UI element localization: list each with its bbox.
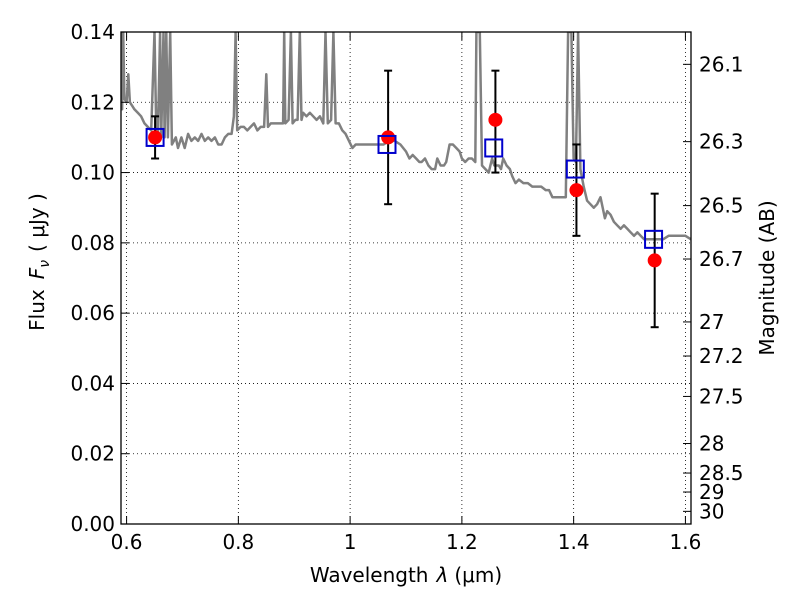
observed-point [569,183,584,198]
y-tick-label: 0.06 [70,301,115,325]
model-point [484,138,504,158]
y2-axis-label: Magnitude (AB) [755,200,779,355]
x-axis-label: Wavelength λ (μm) [310,563,502,587]
model-point [644,229,664,249]
y-axis-label-subscript: ν [37,260,53,268]
error-bars [151,69,659,329]
y-axis-label-unit: ( μJy ) [25,193,49,252]
x-tick-label: 0.6 [111,530,143,554]
y2-tick-label: 30 [699,499,724,523]
observed-points [148,112,662,268]
model-point [377,134,397,154]
x-tick-label: 1.4 [558,530,590,554]
y2-tick-label: 27 [699,310,724,334]
x-tick-label: 1.6 [670,530,702,554]
model-point [145,127,165,147]
x-axis-label-symbol: λ [436,563,449,587]
y2-tick-label: 26.3 [699,130,744,154]
x-axis-label-text: Wavelength [310,563,429,587]
y-tick-label: 0.10 [70,161,115,185]
observed-point [381,130,396,145]
y2-tick-label: 26.7 [699,247,744,271]
x-axis-ticks: 0.6 0.8 1 1.2 1.4 1.6 [111,32,702,554]
model-spectrum-line [121,32,691,241]
x-axis-label-unit: (μm) [454,563,502,587]
y2-tick-label: 28.5 [699,461,744,485]
y-tick-label: 0.14 [70,20,115,44]
observed-point [488,112,503,127]
y-axis-ticks: 0.00 0.02 0.04 0.06 0.08 0.10 0.12 0.14 [70,20,129,536]
y2-tick-label: 28 [699,432,724,456]
x-tick-label: 0.8 [222,530,254,554]
y-tick-label: 0.04 [70,371,115,395]
observed-point [647,253,662,268]
y2-tick-label: 27.2 [699,344,744,368]
y-tick-label: 0.08 [70,231,115,255]
y-tick-label: 0.00 [70,512,115,536]
x-tick-label: 1 [344,530,357,554]
x-tick-label: 1.2 [446,530,478,554]
y2-tick-label: 26.1 [699,52,744,76]
y-axis-label: Flux Fν ( μJy ) [25,193,53,331]
y-tick-label: 0.12 [70,90,115,114]
y-axis-label-symbol: F [25,267,49,279]
y-axis-label-text: Flux [25,289,49,331]
plot-frame [120,31,692,525]
model-point [565,159,585,179]
y2-tick-label: 26.5 [699,194,744,218]
y2-tick-label: 29 [699,480,724,504]
model-points [145,127,664,249]
y2-tick-label: 27.5 [699,384,744,408]
observed-point [148,130,163,145]
y-tick-label: 0.02 [70,442,115,466]
grid-lines [121,32,691,524]
